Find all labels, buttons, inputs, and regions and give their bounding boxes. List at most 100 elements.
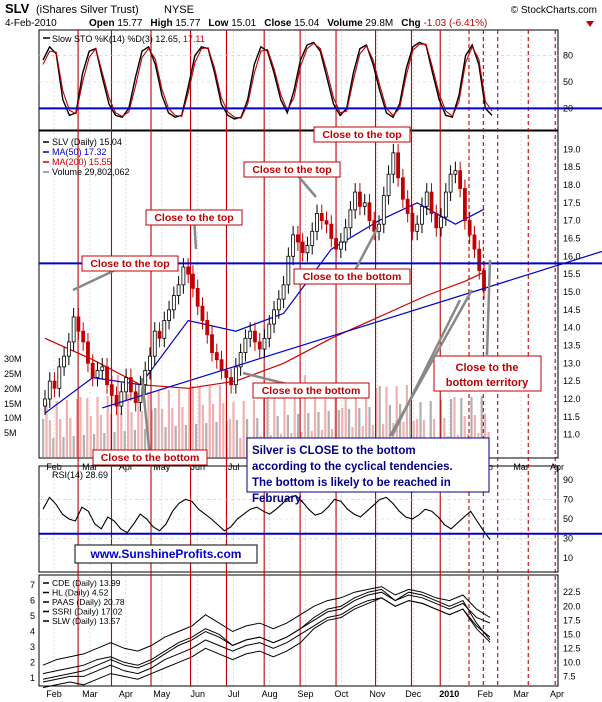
x-month-label-bottom: May	[153, 689, 171, 699]
x-month-label-price: Mar	[82, 462, 98, 472]
stocks-left-tick: 6	[30, 596, 35, 606]
volume-bar	[453, 397, 456, 457]
candle-body	[57, 366, 62, 389]
volume-tick-label: 15M	[4, 399, 22, 409]
candle-body	[467, 220, 472, 236]
candle-body	[276, 298, 281, 311]
stocks-left-tick: 7	[30, 580, 35, 590]
candle-body	[205, 320, 210, 336]
price-tick-label: 16.0	[563, 251, 581, 261]
volume-bar	[127, 394, 130, 457]
volume-bar	[388, 405, 391, 457]
promo-url[interactable]: www.SunshineProfits.com	[90, 547, 242, 561]
candle-body	[105, 366, 109, 386]
candle-body	[224, 370, 229, 378]
candle-body	[109, 384, 114, 396]
stoch-tick-label: 80	[563, 51, 573, 61]
candle-body	[76, 316, 81, 332]
x-month-label-bottom: Sep	[297, 689, 313, 699]
candle-body	[386, 173, 391, 197]
candle-body	[429, 191, 434, 214]
volume-bar	[99, 415, 102, 457]
stocks-left-tick: 3	[30, 642, 35, 652]
candle-body	[167, 309, 171, 321]
volume-bar	[188, 388, 191, 457]
volume-bar	[79, 397, 82, 457]
annotation-box	[243, 161, 341, 178]
volume-bar	[222, 403, 225, 457]
candle-body	[253, 330, 257, 343]
candle-body	[229, 377, 233, 386]
volume-bar	[208, 386, 211, 457]
candle-body	[81, 330, 86, 343]
candle-body	[119, 391, 124, 407]
candle-body	[434, 213, 439, 229]
volume-bar	[205, 423, 208, 457]
candle-body	[353, 191, 358, 211]
volume-bar	[62, 437, 65, 457]
candle-body	[463, 188, 467, 222]
candle-body	[233, 366, 238, 386]
x-month-label-price: May	[153, 462, 171, 472]
volume-bar	[103, 433, 106, 457]
volume-bar	[385, 387, 388, 457]
candle-body	[157, 330, 162, 339]
candle-body	[181, 266, 186, 286]
candle-body	[482, 270, 486, 291]
candle-body	[143, 370, 148, 386]
candle-body	[152, 330, 157, 357]
volume-bar	[218, 385, 221, 457]
candle-body	[191, 273, 195, 289]
candle-body	[381, 195, 386, 225]
quote-label: High	[150, 18, 175, 29]
quote-value: 15.04	[294, 18, 319, 29]
volume-bar	[130, 412, 133, 457]
candle-body	[238, 352, 243, 368]
volume-bar	[368, 407, 371, 457]
price-tick-label: 13.0	[563, 358, 581, 368]
x-month-label-bottom: Nov	[369, 689, 386, 699]
candle-body	[243, 337, 248, 354]
volume-bar	[429, 401, 432, 457]
panel-legends: Slow STO %K(14) %D(3) 12.65, 17.11 SLV (D…	[43, 34, 205, 626]
volume-bar	[164, 427, 167, 457]
stoch-legend-d: 17.11	[183, 34, 205, 44]
promo-link[interactable]: www.SunshineProfits.com	[74, 544, 258, 564]
annotation-label: Close to the bottom	[303, 271, 402, 283]
quote-value: -1.03 (-6.41%)	[423, 18, 487, 29]
volume-bar	[405, 385, 408, 457]
rsi-legend: RSI(14) 28.69	[52, 470, 108, 480]
quote-label: Close	[264, 18, 294, 29]
volume-bar	[473, 415, 476, 457]
annotation-pointer	[485, 259, 492, 356]
x-month-label-price: Apr	[550, 462, 564, 472]
quote-value: 29.8M	[365, 18, 393, 29]
volume-bar	[96, 397, 99, 457]
candle-body	[358, 191, 362, 207]
rsi-tick-label: 90	[563, 475, 573, 485]
volume-bar	[484, 414, 487, 457]
volume-bar	[133, 430, 136, 457]
note-pointer	[390, 299, 462, 437]
copyright-label: © StockCharts.com	[511, 5, 597, 16]
volume-bar	[324, 393, 327, 457]
x-month-label-bottom: 2010	[439, 689, 459, 699]
volume-bar	[93, 434, 96, 457]
volume-bar	[348, 409, 351, 457]
x-month-label-price: Mar	[513, 462, 529, 472]
candle-body	[176, 284, 181, 296]
annotation-pointer	[350, 226, 380, 277]
volume-bar	[89, 416, 92, 457]
candle-body	[410, 213, 415, 232]
volume-bar	[113, 432, 116, 457]
volume-bar	[140, 411, 143, 457]
candle-body	[443, 191, 448, 218]
stocks-legend-item: CDE (Daily) 13.99	[52, 578, 121, 588]
candle-body	[334, 238, 338, 250]
volume-bar	[123, 431, 126, 457]
volume-bar	[399, 404, 402, 457]
price-tick-label: 14.0	[563, 323, 581, 333]
volume-bar	[191, 386, 194, 457]
annotation-box	[293, 268, 411, 285]
